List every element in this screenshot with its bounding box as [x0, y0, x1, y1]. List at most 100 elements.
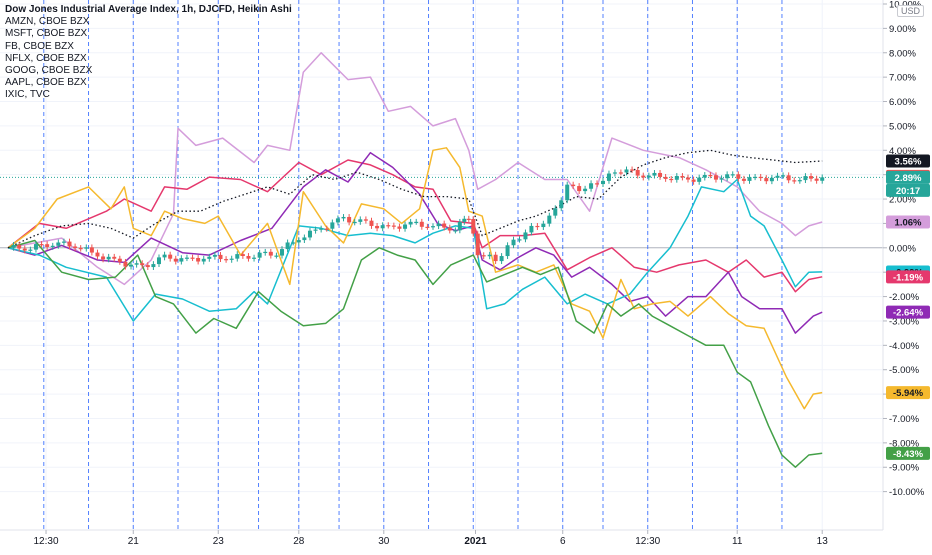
candle-body [725, 174, 730, 179]
legend-item[interactable]: GOOG, CBOE BZX [5, 65, 93, 77]
legend-item[interactable]: FB, CBOE BZX [5, 40, 74, 52]
series-line[interactable] [7, 147, 823, 410]
candle-body [145, 265, 150, 268]
candle-body [95, 252, 100, 257]
price-badge [886, 305, 930, 319]
y-tick-label: 8.00% [889, 48, 916, 59]
candle-body [252, 257, 257, 259]
candle-body [641, 175, 646, 178]
candle-body [601, 180, 605, 185]
candle-body [730, 174, 735, 176]
price-badge [886, 215, 930, 229]
series-line[interactable] [7, 178, 823, 322]
series-line[interactable] [7, 151, 823, 334]
candle-body [302, 237, 307, 241]
countdown-label: 20:17 [896, 186, 920, 197]
candle-body [646, 175, 651, 178]
candle-body [809, 176, 814, 179]
y-tick-label: 7.00% [889, 73, 916, 84]
candle-body [419, 221, 424, 227]
candle-body [61, 241, 66, 243]
price-badge [886, 170, 930, 184]
candle-body [431, 226, 435, 228]
candle-body [425, 226, 430, 229]
candle-body [589, 183, 594, 189]
candle-body [335, 218, 340, 223]
candle-body [741, 178, 746, 181]
candle-body [45, 244, 50, 247]
candle-body [517, 239, 522, 241]
price-badge [886, 154, 930, 168]
candle-body [319, 228, 324, 230]
legend-item[interactable]: MSFT, CBOE BZX [5, 28, 88, 40]
y-tick-label: -8.00% [889, 438, 920, 449]
candle-body [547, 215, 552, 224]
candle-body [67, 241, 72, 247]
candle-body [630, 169, 635, 171]
candle-body [719, 178, 724, 180]
price-badge-label: 3.56% [895, 157, 922, 168]
candle-body [583, 188, 588, 192]
candle-body [352, 221, 357, 224]
candle-body [134, 263, 139, 265]
candle-body [73, 246, 78, 249]
candle-body [112, 256, 117, 259]
series-line[interactable] [7, 239, 823, 468]
candle-body [268, 251, 273, 256]
candle-body [529, 225, 534, 233]
x-tick-label: 2021 [464, 536, 487, 547]
candle-body [462, 218, 467, 222]
candle-body [212, 254, 217, 257]
candle-body [274, 255, 279, 257]
candle-body [207, 256, 212, 259]
candle-body [753, 176, 758, 179]
candle-body [658, 172, 663, 177]
series-line[interactable] [7, 159, 823, 293]
candle-body [669, 178, 674, 181]
candle-body [33, 244, 38, 250]
candle-body [786, 175, 791, 181]
candle-body [190, 257, 195, 259]
candle-body [386, 225, 391, 227]
legend-item[interactable]: AAPL, CBOE BZX [5, 77, 87, 89]
candle-body [559, 200, 564, 209]
candle-body [457, 221, 462, 231]
candle-body [702, 175, 707, 178]
candle-body [140, 263, 145, 266]
candle-body [369, 220, 374, 226]
candle-body [624, 169, 629, 173]
candle-body [156, 257, 161, 265]
candle-body [511, 239, 516, 246]
candle-body [758, 176, 763, 179]
y-tick-label: 6.00% [889, 97, 916, 108]
candle-body [747, 177, 752, 181]
currency-button[interactable]: USD [896, 5, 924, 17]
y-tick-label: 5.00% [889, 121, 916, 132]
candle-body [307, 230, 312, 238]
candle-body [595, 183, 600, 185]
legend-item[interactable]: IXIC, TVC [5, 89, 50, 101]
price-badge [886, 270, 930, 284]
x-tick-label: 21 [128, 536, 140, 547]
candle-body [162, 254, 167, 258]
candle-body [686, 177, 690, 180]
candle-body [11, 244, 16, 248]
legend-item[interactable]: Dow Jones Industrial Average Index, 1h, … [5, 4, 292, 15]
candle-body [330, 222, 335, 229]
candle-body [792, 180, 797, 182]
price-badge-label: -2.64% [893, 308, 924, 319]
y-tick-label: 0.00% [889, 243, 916, 254]
candle-body [618, 172, 623, 174]
candle-body [736, 174, 741, 179]
candle-body [663, 176, 668, 179]
candle-body [553, 208, 558, 216]
candle-body [28, 249, 33, 251]
candle-body [466, 218, 471, 220]
legend-item[interactable]: AMZN, CBOE BZX [5, 16, 90, 28]
series-line[interactable] [7, 52, 823, 286]
legend-item[interactable]: NFLX, CBOE BZX [5, 52, 87, 64]
y-tick-label: 2.00% [889, 195, 916, 206]
series-line[interactable] [7, 149, 823, 249]
